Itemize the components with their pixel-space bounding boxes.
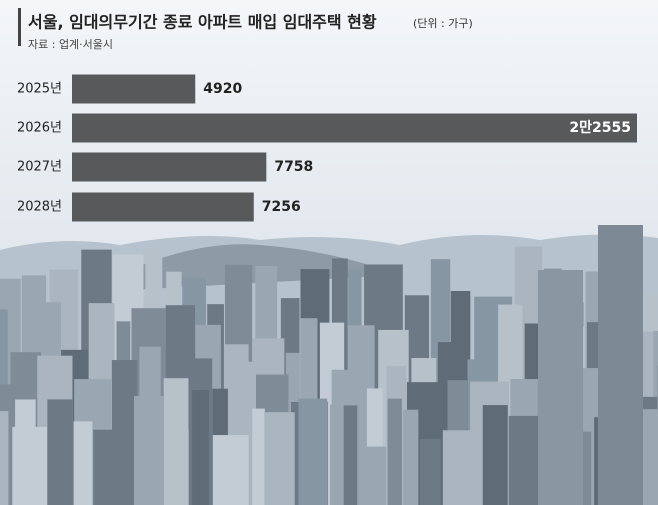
bar — [72, 192, 254, 222]
bar — [72, 152, 267, 182]
building — [403, 409, 419, 505]
building — [508, 415, 538, 505]
building — [134, 395, 164, 505]
title-marker — [18, 8, 21, 46]
city-photo — [0, 225, 658, 505]
building — [93, 429, 122, 505]
building — [442, 430, 480, 505]
value-label: 7256 — [262, 199, 301, 215]
building — [265, 412, 295, 505]
category-label: 2027년 — [17, 160, 62, 175]
category-label: 2028년 — [17, 200, 62, 215]
building — [359, 446, 387, 505]
value-label: 2만2555 — [569, 120, 631, 136]
building — [212, 435, 249, 505]
building — [298, 398, 328, 505]
building — [12, 426, 48, 505]
building — [343, 405, 358, 505]
building — [164, 430, 189, 505]
tower — [598, 225, 643, 505]
building — [47, 399, 73, 505]
building — [420, 439, 441, 505]
chart-title: 서울, 임대의무기간 종료 아파트 매입 임대주택 현황 — [28, 13, 377, 32]
building — [0, 411, 9, 505]
category-label: 2026년 — [17, 121, 62, 136]
building — [387, 398, 402, 505]
bar — [72, 113, 637, 143]
building — [330, 404, 343, 505]
building — [73, 421, 93, 505]
value-label: 7758 — [274, 159, 313, 175]
building — [482, 405, 508, 505]
source: 자료 : 업계·서울시 — [28, 38, 113, 51]
chart-subtitle: (단위 : 가구) — [413, 17, 473, 30]
category-label: 2025년 — [17, 82, 62, 97]
value-label: 4920 — [203, 81, 242, 97]
building — [192, 390, 209, 505]
building — [121, 419, 134, 505]
building — [252, 408, 265, 505]
bar — [72, 74, 196, 104]
tower — [538, 270, 583, 505]
